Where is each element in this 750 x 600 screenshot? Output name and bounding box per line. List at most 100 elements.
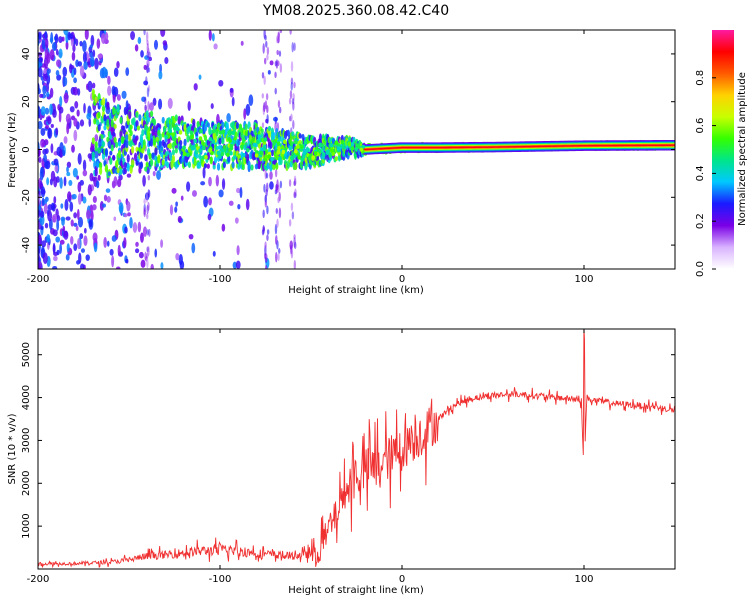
heat-cell <box>109 157 113 165</box>
heat-cell <box>149 158 154 167</box>
heat-cell <box>347 141 352 147</box>
heat-cell <box>147 189 150 198</box>
colorbar-gradient <box>712 30 734 269</box>
heat-cell <box>142 144 146 150</box>
heat-cell <box>195 131 199 137</box>
heat-cell <box>146 31 149 43</box>
heat-cell <box>318 142 322 148</box>
heat-cell <box>274 71 277 79</box>
y-tick-label: 0 <box>21 146 32 152</box>
heat-cell <box>163 141 167 149</box>
heat-cell <box>334 156 339 162</box>
heat-cell <box>313 151 318 156</box>
heat-cell <box>82 51 88 64</box>
heat-cell <box>104 68 108 77</box>
heat-cell <box>39 180 43 190</box>
heat-cell <box>202 166 206 179</box>
heat-cell <box>277 100 281 108</box>
heat-cell <box>247 160 251 170</box>
heat-cell <box>259 150 264 156</box>
heat-cell <box>294 161 298 171</box>
heat-cell <box>126 154 130 163</box>
heat-cell <box>73 117 78 127</box>
heat-cell <box>140 50 144 58</box>
heat-cell <box>289 244 293 255</box>
heat-cell <box>177 115 181 125</box>
heat-cell <box>196 121 200 129</box>
snr-y-label: SNR (10 * v/v) <box>7 413 18 484</box>
heat-cell <box>264 252 267 260</box>
heat-cell <box>243 108 247 120</box>
heat-cell <box>138 114 142 122</box>
heat-cell <box>119 168 123 175</box>
heat-cell <box>139 161 143 169</box>
heat-cell <box>75 38 79 47</box>
heat-cell <box>53 158 59 166</box>
heat-cell <box>90 34 95 47</box>
heat-cell <box>359 147 364 152</box>
heat-cell <box>110 144 114 152</box>
heat-cell <box>79 65 85 78</box>
heat-cell <box>290 155 294 161</box>
heat-cell <box>44 160 49 169</box>
heat-cell <box>60 203 64 209</box>
colorbar-tick-label: 0.2 <box>695 213 706 229</box>
heat-cell <box>116 103 120 113</box>
heat-cell <box>66 161 72 168</box>
heat-cell <box>52 242 56 255</box>
heat-cell <box>164 134 168 140</box>
heat-cell <box>125 134 129 141</box>
heat-cell <box>93 118 97 125</box>
heat-cell <box>231 161 235 169</box>
heat-cell <box>146 246 149 253</box>
heat-cell <box>198 148 202 153</box>
heat-cell <box>152 124 157 133</box>
snr-y-ticks: 1000 2000 3000 4000 5000 <box>21 342 675 539</box>
heat-cell <box>38 253 41 264</box>
heat-cell <box>39 93 44 98</box>
heat-cell <box>264 34 267 41</box>
heat-cell <box>70 219 74 227</box>
heat-cell <box>260 128 264 134</box>
heat-cell <box>235 260 241 269</box>
heat-cell <box>158 133 162 141</box>
y-tick-label: 2000 <box>21 471 32 496</box>
heat-cell <box>80 263 85 269</box>
heat-cell <box>44 222 49 229</box>
heat-cell <box>113 108 117 115</box>
heat-cell <box>56 249 60 256</box>
heat-cell <box>44 38 49 49</box>
heat-cell <box>254 153 259 158</box>
heat-cell <box>209 156 213 165</box>
heat-cell <box>187 148 192 153</box>
heat-cell <box>40 189 46 195</box>
heat-cell <box>354 146 359 152</box>
heat-cell <box>277 253 280 262</box>
heat-cell <box>66 172 71 177</box>
heat-cell <box>191 145 196 150</box>
heat-cell <box>38 234 42 246</box>
heat-cell <box>240 144 244 149</box>
heat-cell <box>179 139 183 146</box>
heat-cell <box>165 161 170 169</box>
heat-cell <box>204 154 208 160</box>
snr-x-ticks: -200 -100 0 100 <box>27 329 594 585</box>
heat-cell <box>178 254 183 266</box>
heat-cell <box>131 159 135 166</box>
heat-cell <box>218 145 222 150</box>
heat-cell <box>186 134 190 143</box>
heat-cell <box>216 162 221 171</box>
heat-cell <box>72 86 78 96</box>
heat-cell <box>263 137 268 142</box>
heat-cell <box>65 40 69 50</box>
heat-cell <box>107 75 111 85</box>
heat-cell <box>123 162 127 169</box>
y-tick-label: 40 <box>21 48 32 61</box>
heat-cell <box>73 67 77 76</box>
heat-cell <box>331 151 335 157</box>
heat-cell <box>174 147 178 154</box>
heat-cell <box>92 82 96 89</box>
heat-cell <box>152 118 157 126</box>
snr-background <box>38 329 675 569</box>
